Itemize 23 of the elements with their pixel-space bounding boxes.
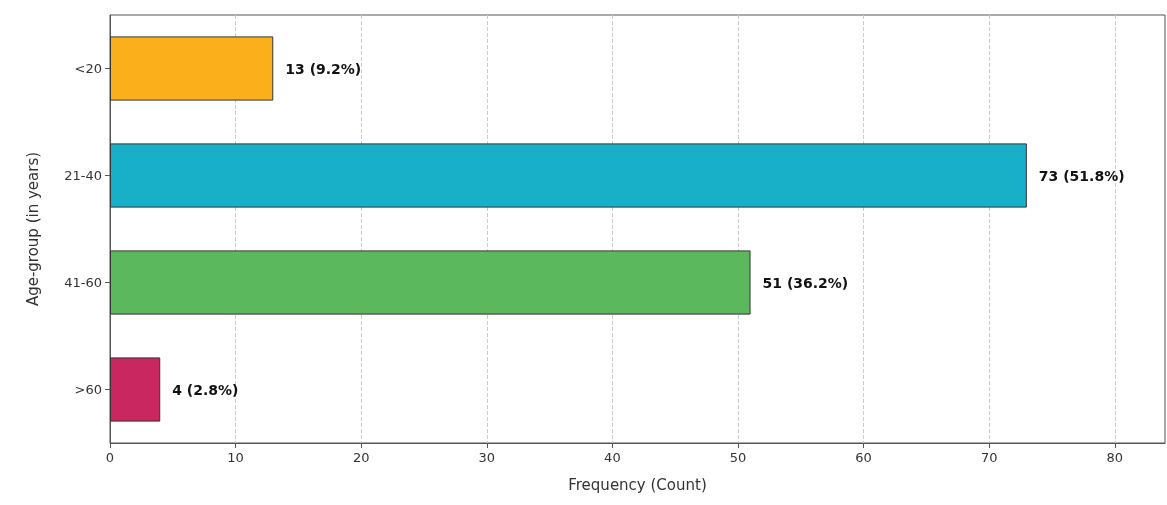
y-tick-label: >60 [74,382,102,397]
x-tick-label: 50 [729,450,747,465]
x-tick-label: 70 [980,450,998,465]
x-tick-label: 60 [855,450,872,465]
x-tick-label: 30 [478,450,496,465]
x-tick-label: 20 [352,450,370,465]
x-axis-title: Frequency (Count) [568,475,707,494]
x-tick-label: 0 [105,450,115,465]
data-label: 13 (9.2%) [285,60,362,77]
bar [110,250,751,315]
y-tick-label: 21-40 [64,168,102,183]
x-tick-label: 40 [604,450,621,465]
x-tick-label: 80 [1106,450,1124,465]
bar [110,357,161,422]
data-label: 51 (36.2%) [762,274,849,291]
bar [110,143,1027,208]
y-tick-label: 41-60 [64,275,102,290]
data-label: 73 (51.8%) [1038,167,1125,184]
data-label: 4 (2.8%) [172,381,239,398]
x-tick-label: 10 [227,450,244,465]
bar [110,36,274,101]
y-tick-label: <20 [74,61,102,76]
y-axis-title: Age-group (in years) [23,151,42,307]
